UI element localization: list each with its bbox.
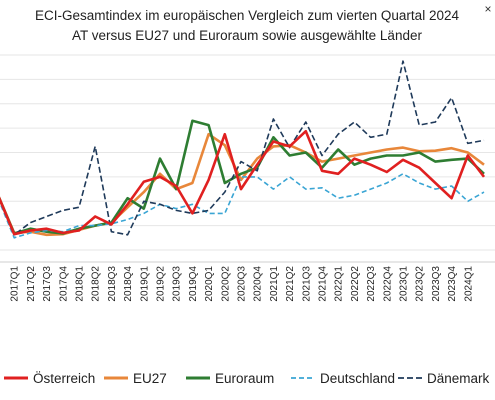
series-line-euroraum: [0, 119, 485, 235]
x-tick-label: 2018Q3: [107, 266, 118, 302]
x-tick-label: 2018Q4: [123, 266, 134, 302]
x-tick-label: 2017Q3: [42, 266, 53, 302]
series-line-dänemark: [0, 60, 485, 236]
series-line-deutschland: [0, 173, 485, 239]
x-tick-label: 2018Q2: [91, 266, 102, 302]
x-tick-label: 2023Q3: [431, 266, 442, 302]
x-tick-label: 2022Q3: [366, 266, 377, 302]
x-tick-label: 2022Q1: [334, 266, 345, 302]
x-tick-label: 2019Q4: [188, 266, 199, 302]
x-tick-label: 2021Q1: [269, 266, 280, 302]
x-tick-label: 2020Q2: [220, 266, 231, 302]
x-tick-label: 2019Q3: [172, 266, 183, 302]
x-tick-label: 2022Q4: [382, 266, 393, 302]
x-tick-label: 2018Q1: [75, 266, 86, 302]
x-tick-label: 2017Q4: [58, 266, 69, 302]
legend-label: Österreich: [33, 371, 95, 386]
x-tick-label: 2020Q4: [253, 266, 264, 302]
x-tick-label: 2021Q2: [285, 266, 296, 302]
series-line-österreich: [0, 129, 486, 236]
x-tick-label: 2017Q2: [26, 266, 37, 302]
series-lines: [0, 60, 486, 239]
x-tick-label: 2022Q2: [350, 266, 361, 302]
legend-label: Deutschland: [320, 371, 395, 386]
x-tick-label: 2017Q1: [10, 266, 21, 302]
legend: Österreich EU27 Euroraum Deutschland Dänemar…: [4, 371, 490, 386]
chart-title: ECI-Gesamtindex im europäischen Vergleic…: [35, 8, 459, 23]
x-tick-label: 2023Q1: [399, 266, 410, 302]
legend-label: Euroraum: [215, 371, 274, 386]
x-tick-label: 2021Q4: [318, 266, 329, 302]
x-tick-label: 2024Q1: [463, 266, 474, 302]
series-line-eu27: [0, 132, 485, 237]
x-tick-label: 2019Q1: [139, 266, 150, 302]
x-tick-label: 2020Q1: [204, 266, 215, 302]
x-tick-label: 2020Q3: [237, 266, 248, 302]
x-tick-label: 2023Q2: [415, 266, 426, 302]
x-tick-label: 2021Q3: [301, 266, 312, 302]
x-tick-label: 2019Q2: [156, 266, 167, 302]
chart-subtitle: AT versus EU27 und Euroraum sowie ausgew…: [72, 28, 422, 43]
legend-label: Dänemark: [427, 371, 490, 386]
x-axis-tick-labels: 2017Q1 2017Q2 2017Q3 2017Q4 2018Q1 2018Q2 2018…: [10, 266, 475, 302]
close-icon[interactable]: ×: [484, 2, 492, 16]
legend-label: EU27: [133, 371, 167, 386]
x-tick-label: 2023Q4: [447, 266, 458, 302]
